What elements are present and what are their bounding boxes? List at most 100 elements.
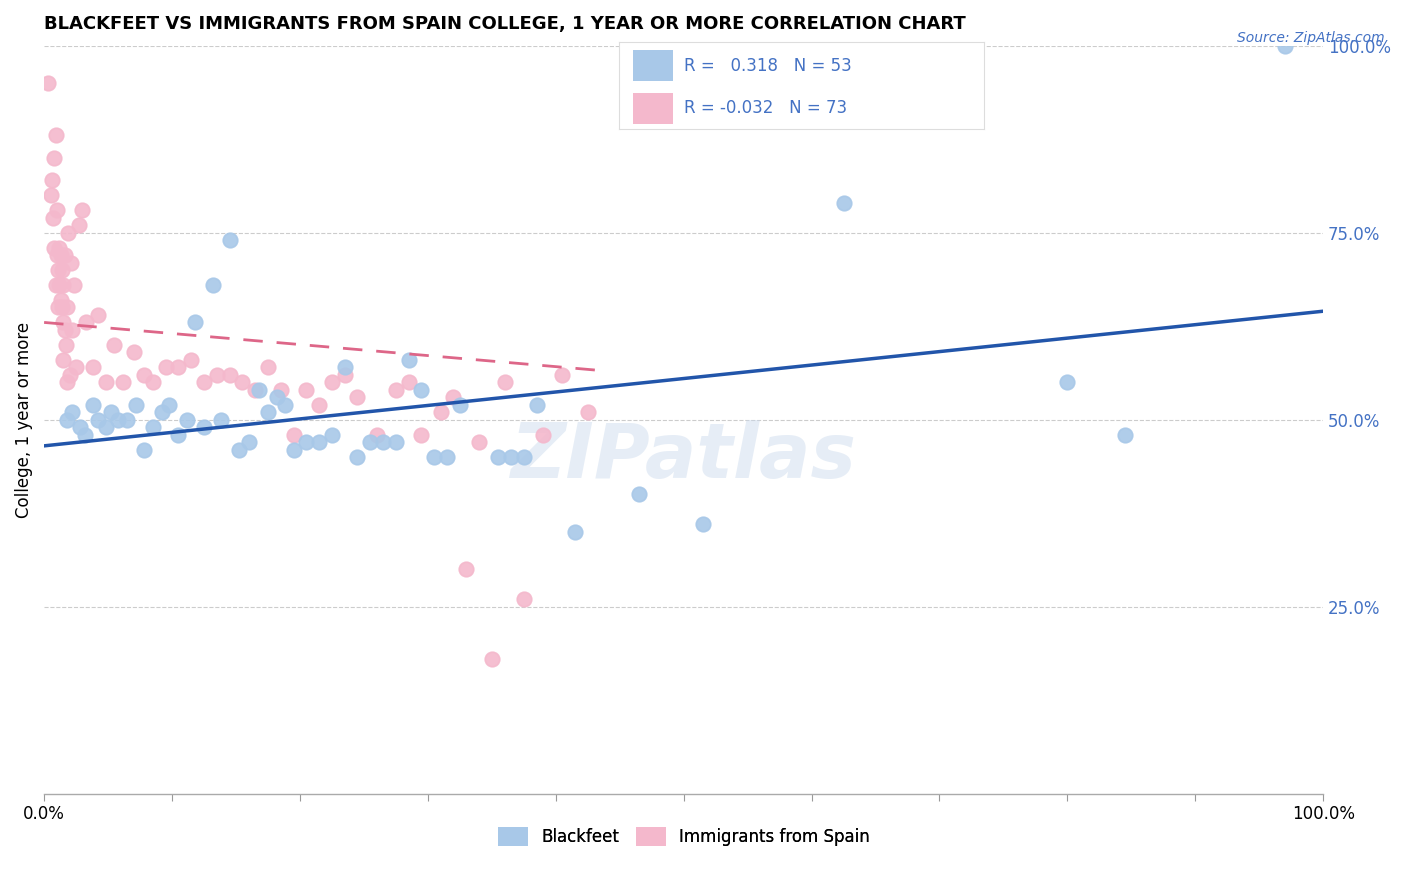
Point — [45, 203, 67, 218]
Point — [45, 278, 67, 293]
Point — [69, 420, 91, 434]
Point — [48, 241, 70, 255]
Point — [238, 435, 260, 450]
Point — [531, 427, 554, 442]
Point — [468, 435, 491, 450]
Point — [411, 427, 433, 442]
Point — [117, 412, 139, 426]
Point — [333, 360, 356, 375]
Point — [411, 383, 433, 397]
Point — [39, 188, 62, 202]
Point — [481, 652, 503, 666]
Point — [125, 398, 148, 412]
Point — [205, 368, 228, 382]
Point — [58, 226, 80, 240]
Bar — [633, 93, 673, 124]
Text: BLACKFEET VS IMMIGRANTS FROM SPAIN COLLEGE, 1 YEAR OR MORE CORRELATION CHART: BLACKFEET VS IMMIGRANTS FROM SPAIN COLLE… — [44, 15, 966, 33]
Point — [436, 450, 458, 464]
Point — [551, 368, 574, 382]
Point — [398, 376, 420, 390]
Point — [44, 151, 66, 165]
Text: R =   0.318   N = 53: R = 0.318 N = 53 — [685, 56, 852, 75]
Point — [142, 376, 165, 390]
Point — [42, 211, 65, 225]
Point — [295, 435, 318, 450]
Point — [62, 278, 84, 293]
Point — [107, 412, 129, 426]
Point — [321, 427, 343, 442]
Point — [494, 376, 516, 390]
Point — [82, 398, 104, 412]
Point — [333, 368, 356, 382]
Point — [692, 517, 714, 532]
Point — [94, 420, 117, 434]
Point — [257, 360, 280, 375]
Point — [201, 278, 224, 293]
Point — [49, 248, 72, 262]
Legend: Blackfeet, Immigrants from Spain: Blackfeet, Immigrants from Spain — [491, 820, 876, 853]
Point — [59, 368, 82, 382]
Point — [627, 487, 650, 501]
Point — [150, 405, 173, 419]
Point — [243, 383, 266, 397]
Point — [486, 450, 509, 464]
Point — [231, 376, 253, 390]
Point — [37, 76, 59, 90]
Point — [1056, 376, 1078, 390]
Point — [321, 376, 343, 390]
Point — [65, 360, 87, 375]
Point — [56, 412, 79, 426]
Point — [52, 278, 75, 293]
Point — [398, 352, 420, 367]
Point — [103, 338, 125, 352]
Point — [832, 195, 855, 210]
Point — [49, 293, 72, 307]
Point — [100, 405, 122, 419]
Point — [180, 352, 202, 367]
Point — [87, 412, 110, 426]
Point — [73, 427, 96, 442]
Point — [176, 412, 198, 426]
Point — [371, 435, 394, 450]
Point — [366, 427, 388, 442]
Y-axis label: College, 1 year or more: College, 1 year or more — [15, 322, 32, 517]
Point — [72, 203, 94, 218]
Point — [82, 360, 104, 375]
Point — [46, 301, 69, 315]
Point — [167, 360, 190, 375]
Point — [346, 390, 368, 404]
Point — [283, 427, 305, 442]
Point — [159, 398, 181, 412]
Point — [513, 450, 536, 464]
Point — [385, 383, 408, 397]
Point — [48, 278, 70, 293]
Point — [209, 412, 232, 426]
Point — [60, 323, 83, 337]
Point — [266, 390, 288, 404]
Point — [55, 338, 77, 352]
Point — [564, 524, 586, 539]
Point — [308, 435, 330, 450]
Point — [513, 592, 536, 607]
Point — [56, 301, 79, 315]
Point — [1114, 427, 1136, 442]
Point — [359, 435, 381, 450]
Point — [308, 398, 330, 412]
Point — [142, 420, 165, 434]
Point — [193, 420, 215, 434]
Text: ZIPatlas: ZIPatlas — [510, 420, 856, 494]
Point — [53, 323, 76, 337]
Point — [59, 255, 82, 269]
Point — [576, 405, 599, 419]
Point — [499, 450, 522, 464]
Point — [44, 241, 66, 255]
Point — [1274, 38, 1296, 53]
Point — [449, 398, 471, 412]
Bar — [633, 50, 673, 81]
Point — [456, 562, 478, 576]
Text: R = -0.032   N = 73: R = -0.032 N = 73 — [685, 99, 848, 118]
Point — [52, 352, 75, 367]
Point — [122, 345, 145, 359]
Point — [218, 233, 240, 247]
Point — [155, 360, 177, 375]
